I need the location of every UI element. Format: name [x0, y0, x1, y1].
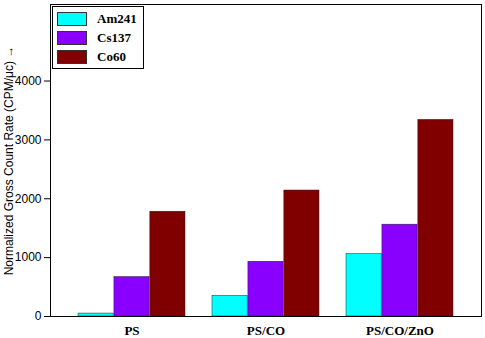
- svg-text:PS/CO: PS/CO: [247, 323, 285, 338]
- svg-text:Normalized Gross Count Rate (C: Normalized Gross Count Rate (CPM/μc) →: [2, 46, 16, 276]
- html-text:Co60: Co60: [97, 48, 126, 64]
- svg-text:0: 0: [35, 309, 42, 323]
- html-text:Am241: Am241: [97, 10, 137, 26]
- svg-text:3000: 3000: [15, 133, 42, 147]
- html-text:Cs137: Cs137: [97, 29, 131, 45]
- svg-text:PS: PS: [124, 323, 139, 338]
- svg-text:PS/CO/ZnO: PS/CO/ZnO: [366, 323, 434, 338]
- svg-text:1000: 1000: [15, 250, 42, 264]
- svg-text:2000: 2000: [15, 192, 42, 206]
- svg-text:4000: 4000: [15, 74, 42, 88]
